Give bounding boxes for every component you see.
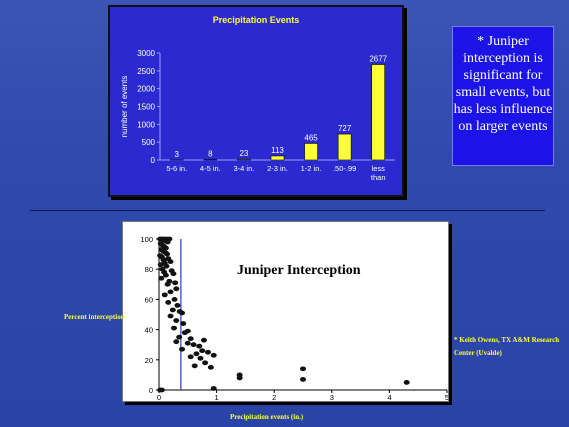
scatter-chart: 0 20 40 60 80 100 0 1 2 3 4 5 bbox=[140, 235, 448, 401]
bar-y-tick-label: 3000 bbox=[137, 49, 155, 58]
scatter-point bbox=[179, 346, 186, 352]
scatter-point bbox=[191, 363, 198, 369]
scatter-point bbox=[236, 375, 243, 381]
bar bbox=[237, 158, 251, 161]
credit-text: * Keith Owens, TX A&M Research Center (U… bbox=[454, 336, 560, 357]
scatter-point bbox=[169, 307, 176, 313]
scatter-point bbox=[173, 339, 180, 345]
scatter-point bbox=[179, 310, 186, 316]
scatter-chart-panel: 0 20 40 60 80 100 0 1 2 3 4 5 Juniper Interception bbox=[122, 221, 449, 402]
bar-data-label: 3 bbox=[175, 150, 180, 159]
scatter-point bbox=[300, 377, 306, 382]
bar-y-tick-label: 500 bbox=[142, 138, 156, 147]
scatter-point bbox=[210, 352, 217, 358]
bar-data-label: 465 bbox=[304, 133, 318, 142]
scatter-x-tick-label: 4 bbox=[387, 393, 391, 401]
scatter-point bbox=[207, 364, 214, 370]
scatter-point bbox=[173, 286, 180, 292]
bar-chart-title: Precipitation Events bbox=[212, 15, 300, 25]
scatter-point bbox=[161, 292, 168, 298]
scatter-point bbox=[173, 318, 180, 323]
scatter-y-tick-label: 80 bbox=[145, 265, 153, 274]
scatter-point bbox=[190, 342, 197, 348]
scatter-y-tick-label: 100 bbox=[140, 235, 153, 244]
scatter-point bbox=[199, 348, 206, 354]
scatter-point bbox=[197, 355, 204, 361]
scatter-point bbox=[187, 354, 194, 360]
scatter-point bbox=[180, 321, 187, 326]
bar bbox=[371, 64, 386, 161]
scatter-point bbox=[174, 303, 181, 308]
scatter-y-tick-label: 0 bbox=[149, 386, 153, 395]
bar-category-label: 5-6 in. bbox=[166, 164, 187, 173]
scatter-point bbox=[196, 343, 203, 349]
scatter-point bbox=[157, 262, 164, 268]
scatter-point bbox=[171, 297, 178, 302]
scatter-x-tick-label: 5 bbox=[445, 393, 448, 401]
divider-line bbox=[30, 210, 545, 211]
bar-y-tick-label: 1500 bbox=[137, 103, 155, 112]
scatter-x-tick-label: 3 bbox=[330, 393, 334, 401]
bar-category-label: 3-4 in. bbox=[233, 164, 254, 173]
scatter-point bbox=[181, 330, 188, 336]
scatter-point bbox=[158, 275, 165, 281]
scatter-point bbox=[170, 325, 177, 331]
scatter-chart-title: Juniper Interception bbox=[237, 263, 361, 278]
scatter-point bbox=[403, 380, 410, 385]
scatter-point bbox=[170, 271, 177, 277]
bar-data-label: 2677 bbox=[369, 55, 387, 64]
scatter-point bbox=[187, 336, 194, 342]
scatter-point bbox=[210, 386, 217, 391]
scatter-x-tick-label: 2 bbox=[272, 393, 276, 401]
bar-y-tick-label: 2500 bbox=[137, 67, 155, 76]
bar-data-label: 113 bbox=[271, 146, 284, 155]
bar-data-label: 8 bbox=[208, 150, 213, 159]
bar bbox=[270, 155, 285, 161]
scatter-point bbox=[204, 349, 211, 355]
scatter-point bbox=[164, 281, 171, 287]
bar-data-label: 23 bbox=[239, 149, 248, 158]
scatter-point bbox=[162, 272, 169, 278]
scatter-x-tick-label: 1 bbox=[215, 393, 219, 401]
scatter-point bbox=[184, 340, 191, 346]
scatter-x-tick-label: 0 bbox=[157, 393, 161, 401]
bar-y-axis-label: number of events bbox=[120, 76, 129, 138]
bar-category-label: 4-5 in. bbox=[200, 164, 221, 173]
scatter-point bbox=[300, 366, 306, 372]
scatter-y-tick-label: 60 bbox=[145, 295, 153, 304]
bar-chart-panel: 0 500 1000 1500 2000 2500 3000 number of events… bbox=[108, 5, 404, 197]
bar-data-label: 727 bbox=[338, 124, 352, 133]
scatter-y-tick-label: 40 bbox=[145, 326, 153, 335]
bar-category-label: than bbox=[371, 173, 386, 182]
scatter-point bbox=[164, 251, 171, 257]
scatter-y-axis-label: Percent interception bbox=[64, 313, 125, 321]
scatter-point bbox=[163, 263, 170, 269]
scatter-point bbox=[167, 289, 174, 295]
scatter-point bbox=[157, 387, 164, 393]
scatter-point bbox=[167, 259, 174, 265]
bar-chart: 0 500 1000 1500 2000 2500 3000 number of events… bbox=[120, 49, 395, 182]
scatter-point bbox=[166, 236, 173, 242]
bar-y-tick-label: 1000 bbox=[137, 120, 155, 129]
scatter-y-tick-label: 20 bbox=[145, 356, 153, 365]
scatter-point bbox=[202, 360, 209, 366]
scatter-point bbox=[167, 313, 174, 319]
note-box: * Juniper interception is significant fo… bbox=[452, 26, 554, 166]
scatter-point bbox=[165, 300, 172, 305]
bar-category-label: 2-3 in. bbox=[267, 164, 288, 173]
scatter-point bbox=[172, 280, 179, 286]
bar-category-label: 1-2 in. bbox=[301, 164, 322, 173]
bar-y-tick-label: 0 bbox=[151, 156, 156, 165]
scatter-point bbox=[176, 334, 183, 340]
bar-y-tick-label: 2000 bbox=[137, 85, 155, 94]
bar bbox=[304, 143, 318, 161]
scatter-x-axis-label: Precipitation events (in.) bbox=[230, 413, 304, 421]
bar bbox=[337, 133, 352, 161]
bar-category-label: .50-.99 bbox=[333, 164, 356, 173]
scatter-point bbox=[193, 351, 200, 357]
bar-category-label: less bbox=[372, 164, 386, 173]
scatter-point bbox=[200, 337, 207, 343]
